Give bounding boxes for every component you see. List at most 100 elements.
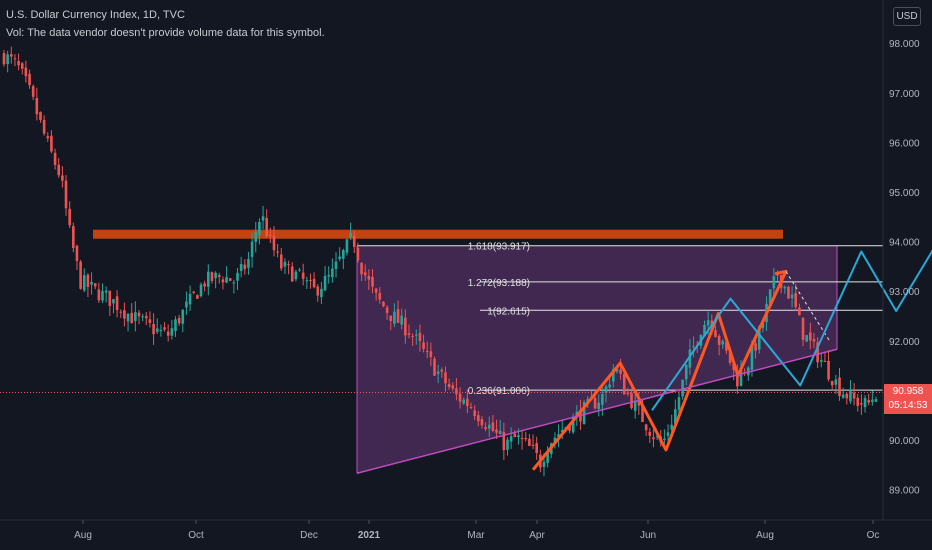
candle-body	[17, 61, 20, 66]
candle-body	[141, 316, 144, 318]
price-tick-label: 96.000	[889, 138, 920, 149]
candle-body	[422, 342, 425, 349]
candle-body	[772, 276, 776, 289]
candle-body	[834, 379, 838, 385]
price-projection[interactable]	[651, 214, 932, 411]
candle-body	[809, 332, 812, 341]
candle-body	[378, 293, 382, 300]
candle-body	[593, 398, 597, 409]
candle-body	[2, 53, 6, 65]
candle-body	[703, 324, 706, 337]
candle-body	[287, 264, 290, 266]
candle-body	[663, 438, 666, 441]
time-tick-label: Apr	[529, 530, 545, 541]
candle-body	[856, 397, 860, 406]
currency-button[interactable]: USD	[893, 7, 921, 26]
candle-body	[491, 422, 495, 431]
candle-body	[79, 261, 82, 289]
candle-body	[320, 288, 323, 298]
candle-body	[283, 261, 287, 267]
pattern-dashed-leg	[785, 271, 830, 342]
candle-body	[502, 432, 506, 451]
candle-body	[155, 328, 159, 332]
resistance-zone[interactable]	[93, 229, 783, 239]
candle-body	[425, 350, 429, 352]
candle-body	[783, 286, 787, 289]
candle-body	[462, 399, 466, 404]
candle-body	[57, 164, 61, 176]
candle-body	[269, 234, 272, 236]
candle-body	[794, 293, 798, 307]
candle-body	[239, 264, 243, 271]
resistance-rect	[93, 229, 783, 239]
candle-body	[830, 381, 834, 386]
candle-body	[524, 438, 528, 440]
candle-body	[39, 112, 42, 120]
candle-body	[553, 437, 557, 443]
bar-countdown-label: 05:14:53	[888, 400, 928, 411]
candle-body	[582, 402, 586, 425]
candle-body	[61, 175, 64, 181]
candle-body	[276, 251, 279, 253]
candle-body	[148, 319, 152, 323]
candle-body	[68, 208, 71, 226]
candle-body	[484, 427, 487, 430]
fib-zone-fill	[357, 245, 837, 474]
candle-body	[706, 320, 710, 326]
candle-body	[776, 274, 779, 276]
time-tick-label: Aug	[74, 530, 92, 541]
candle-body	[455, 388, 458, 395]
candle-body	[433, 358, 436, 376]
candle-body	[331, 268, 334, 278]
support-trendline[interactable]	[356, 348, 838, 474]
candle-body	[404, 317, 407, 336]
candle-body	[568, 425, 571, 431]
candle-body	[557, 434, 560, 438]
symbol-title[interactable]: U.S. Dollar Currency Index, 1D, TVC	[6, 9, 185, 21]
candle-body	[750, 345, 754, 370]
price-tick-label: 97.000	[889, 89, 920, 100]
candle-body	[181, 309, 185, 324]
candle-body	[261, 216, 265, 221]
time-scale[interactable]: Aug Oct Dec 2021 Mar Apr Jun Aug Oc	[74, 520, 879, 541]
candle-body	[86, 274, 90, 287]
candle-body	[790, 294, 794, 299]
candle-body	[342, 250, 345, 259]
fib-level-label: 1.272(93.188)	[468, 278, 530, 289]
candle-body	[447, 384, 451, 388]
candle-body	[199, 284, 203, 297]
projection-path	[651, 249, 932, 411]
candle-body	[225, 277, 228, 283]
candle-body	[714, 330, 717, 337]
candle-body	[805, 335, 808, 342]
candle-body	[626, 392, 630, 394]
candle-body	[130, 312, 133, 324]
candle-body	[787, 286, 790, 299]
candle-body	[466, 398, 469, 407]
candle-body	[469, 407, 473, 409]
candle-body	[93, 283, 97, 287]
candle-body	[535, 443, 538, 453]
candle-body	[633, 400, 637, 411]
candle-body	[327, 274, 331, 277]
candle-body	[374, 288, 378, 293]
price-tick-label: 94.000	[889, 238, 920, 249]
candle-body	[250, 241, 254, 257]
candle-body	[520, 437, 524, 440]
candle-body	[867, 400, 871, 403]
candle-body	[601, 393, 604, 405]
candle-body	[688, 349, 692, 368]
candle-body	[192, 291, 196, 293]
candle-body	[768, 289, 772, 304]
candle-body	[323, 275, 327, 291]
candle-body	[615, 368, 619, 372]
current-price-badge: 90.958 05:14:53	[884, 384, 932, 414]
harmonic-pattern[interactable]	[531, 269, 830, 471]
candle-body	[418, 332, 422, 342]
candle-body	[608, 384, 611, 388]
candle-body	[24, 67, 28, 77]
fibonacci-extension[interactable]: 1.618(93.917) 1.272(93.188) 1(92.615) 0.236…	[356, 242, 883, 474]
candle-body	[531, 444, 535, 446]
candle-body	[637, 399, 641, 406]
